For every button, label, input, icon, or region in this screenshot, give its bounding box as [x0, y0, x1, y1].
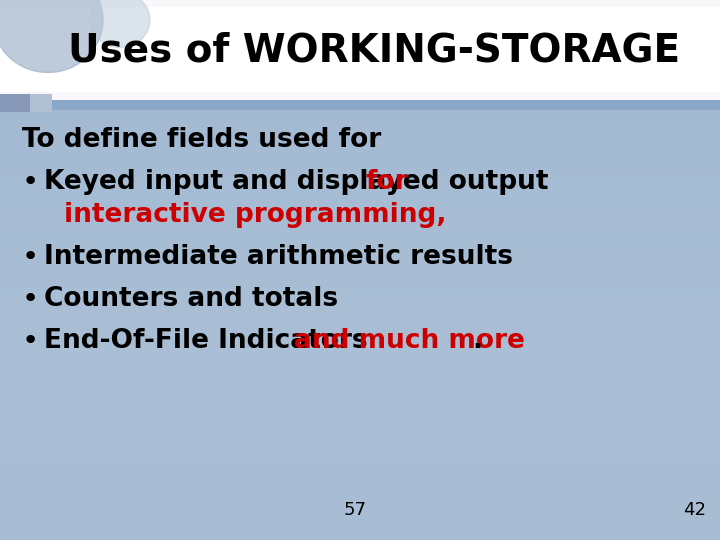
Text: and much more: and much more — [294, 328, 525, 354]
Text: Counters and totals: Counters and totals — [44, 286, 338, 312]
FancyBboxPatch shape — [0, 110, 720, 540]
Bar — [30, 94, 52, 112]
Text: 57: 57 — [343, 501, 366, 519]
Text: Uses of WORKING-STORAGE: Uses of WORKING-STORAGE — [68, 31, 680, 69]
Bar — [0, 7, 720, 92]
Text: End-Of-File Indicators: End-Of-File Indicators — [44, 328, 386, 354]
Text: interactive programming,: interactive programming, — [64, 202, 446, 228]
Bar — [0, 94, 30, 112]
Text: •: • — [22, 327, 40, 355]
Text: Keyed input and displayed output: Keyed input and displayed output — [44, 169, 557, 195]
Text: •: • — [22, 285, 40, 313]
Text: 42: 42 — [683, 501, 706, 519]
Text: Intermediate arithmetic results: Intermediate arithmetic results — [44, 244, 513, 270]
Text: To define fields used for: To define fields used for — [22, 127, 382, 153]
Text: .: . — [472, 328, 482, 354]
Text: for: for — [366, 169, 409, 195]
Bar — [0, 0, 720, 100]
Text: •: • — [22, 243, 40, 271]
Ellipse shape — [90, 0, 150, 48]
Ellipse shape — [0, 0, 103, 72]
Text: •: • — [22, 168, 40, 196]
